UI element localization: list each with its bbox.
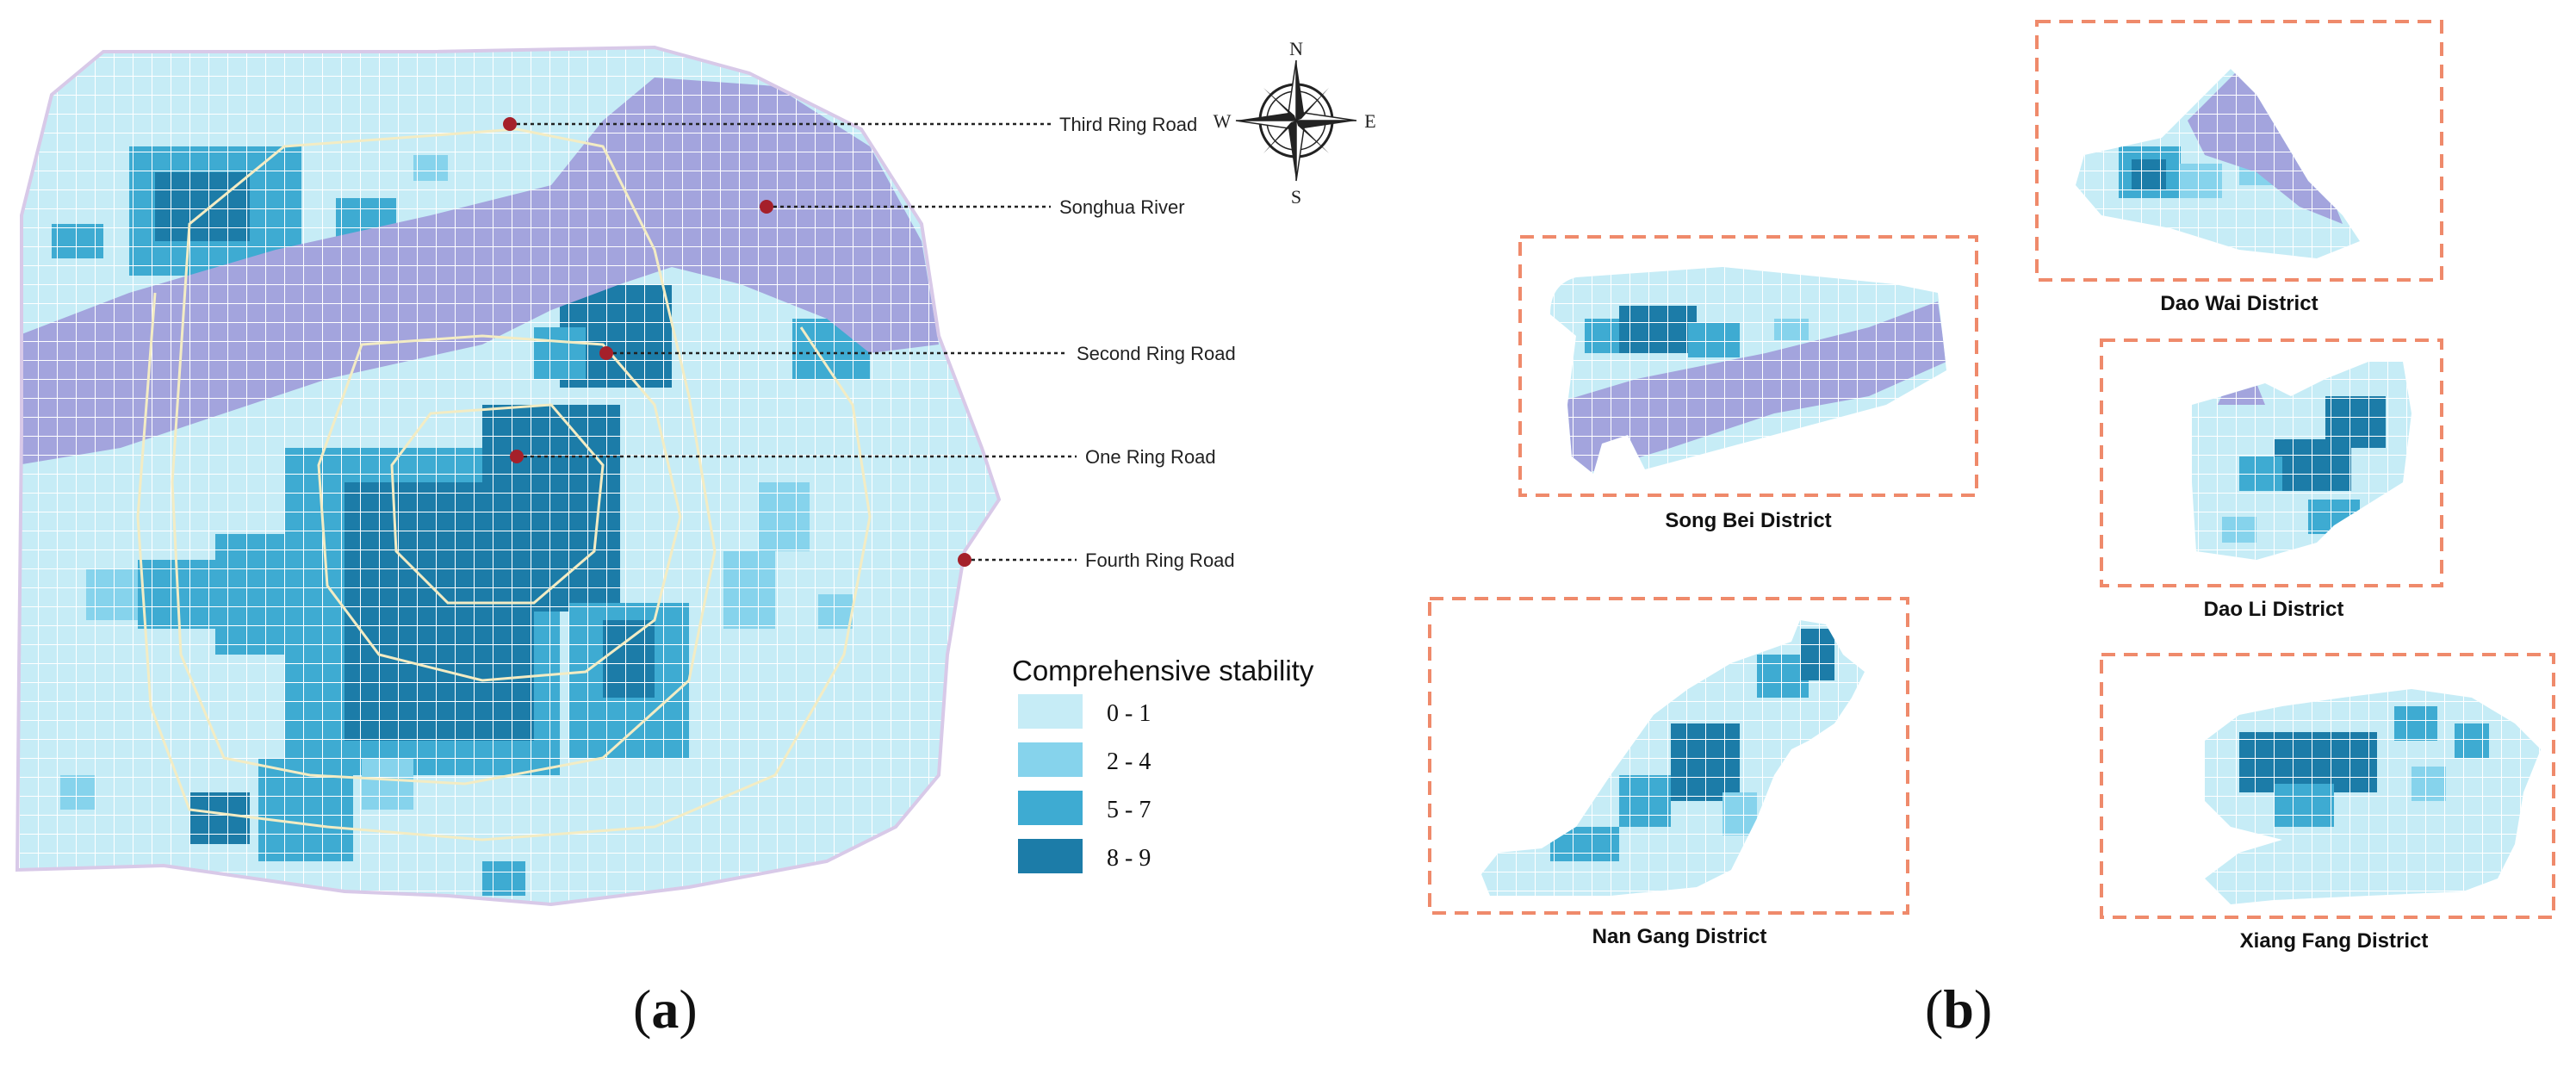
- nan-gang-district: Nan Gang District: [1428, 597, 1909, 948]
- compass-rose: N S E W: [1214, 38, 1376, 208]
- song-bei-label: Song Bei District: [1665, 509, 1831, 532]
- city-boundary: [15, 45, 1002, 907]
- songhua-river-leader: Songhua River: [760, 196, 1185, 218]
- marker-dot: [760, 200, 773, 214]
- fourth-ring-road: [136, 292, 872, 841]
- marker-dot: [503, 117, 517, 131]
- district-frame: [1428, 597, 1909, 915]
- second-ring-road-label: Second Ring Road: [1077, 343, 1236, 364]
- compass-west-label: W: [1214, 110, 1232, 132]
- compass-south-label: S: [1291, 186, 1301, 208]
- third-ring-road-label: Third Ring Road: [1059, 114, 1197, 135]
- legend-swatch: [1018, 694, 1083, 729]
- fourth-ring-road-leader: Fourth Ring Road: [958, 550, 1235, 571]
- marker-dot: [958, 553, 971, 567]
- legend-swatch: [1018, 791, 1083, 825]
- legend-item-3: 5 - 7: [1018, 791, 1151, 825]
- compass-east-label: E: [1364, 110, 1375, 132]
- district-frame: [2100, 653, 2555, 919]
- district-maps: Dao Wai District Song Bei District: [1428, 20, 2555, 953]
- panel-a-label: (a): [633, 978, 698, 1040]
- dao-li-district: Dao Li District: [2100, 338, 2443, 621]
- dao-wai-district: Dao Wai District: [2035, 20, 2443, 315]
- one-ring-road-leader: One Ring Road: [510, 446, 1216, 468]
- songhua-river-label: Songhua River: [1059, 196, 1185, 218]
- one-ring-road-label: One Ring Road: [1085, 446, 1216, 468]
- third-ring-road: [171, 127, 717, 785]
- compass-north-label: N: [1289, 38, 1303, 59]
- xiang-fang-label: Xiang Fang District: [2240, 929, 2429, 953]
- dao-wai-label: Dao Wai District: [2160, 292, 2318, 315]
- legend-range: 2 - 4: [1107, 748, 1151, 775]
- one-ring-road: [390, 403, 605, 605]
- legend-swatch: [1018, 839, 1083, 873]
- nan-gang-label: Nan Gang District: [1592, 925, 1767, 948]
- second-ring-road: [317, 334, 682, 682]
- district-frame: [2100, 338, 2443, 587]
- annotation-leaders: Third Ring Road Songhua River Second Rin…: [503, 114, 1236, 571]
- marker-dot: [599, 346, 613, 360]
- legend-range: 0 - 1: [1107, 700, 1151, 727]
- grid-lines: [17, 47, 999, 904]
- xiang-fang-district: Xiang Fang District: [2100, 653, 2555, 953]
- main-map: Third Ring Road Songhua River Second Rin…: [15, 38, 1376, 907]
- dao-li-label: Dao Li District: [2204, 598, 2344, 621]
- legend-range: 5 - 7: [1107, 797, 1151, 823]
- legend-item-2: 2 - 4: [1018, 742, 1151, 777]
- fourth-ring-road-label: Fourth Ring Road: [1085, 550, 1235, 571]
- legend-swatch: [1018, 742, 1083, 777]
- legend-item-4: 8 - 9: [1018, 839, 1151, 873]
- third-ring-road-leader: Third Ring Road: [503, 114, 1197, 135]
- marker-dot: [510, 450, 524, 463]
- legend-range: 8 - 9: [1107, 845, 1151, 872]
- panel-b-label: (b): [1925, 978, 1993, 1040]
- district-frame: [2035, 20, 2443, 282]
- legend-title: Comprehensive stability: [1012, 655, 1314, 686]
- second-ring-road-leader: Second Ring Road: [599, 343, 1236, 364]
- legend: Comprehensive stability 0 - 1 2 - 4 5 - …: [1012, 655, 1314, 873]
- legend-item-1: 0 - 1: [1018, 694, 1151, 729]
- song-bei-district: Song Bei District: [1518, 235, 1978, 532]
- district-frame: [1518, 235, 1978, 497]
